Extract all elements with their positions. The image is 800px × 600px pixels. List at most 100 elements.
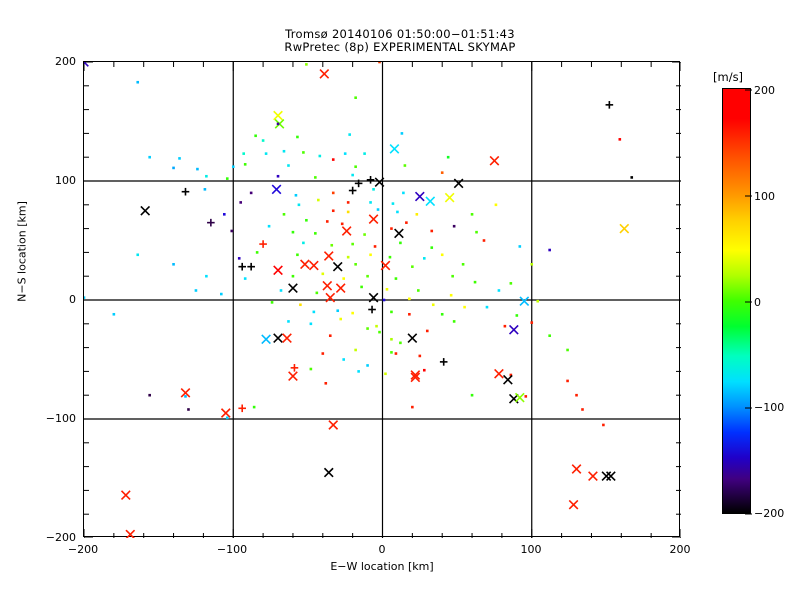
scatter-point: [205, 274, 208, 278]
scatter-point: [314, 232, 317, 235]
scatter-point: [351, 173, 354, 177]
scatter-point: [368, 214, 379, 224]
scatter-point: [276, 174, 280, 178]
x-axis-label: E−W location [km]: [330, 560, 434, 573]
scatter-point: [548, 334, 551, 337]
scatter-point: [243, 163, 247, 166]
scatter-point: [273, 110, 283, 121]
scatter-point: [530, 321, 534, 324]
scatter-point: [382, 298, 386, 302]
scatter-point: [451, 274, 454, 278]
scatter-point: [331, 191, 335, 195]
colorbar: [722, 88, 752, 515]
scatter-point: [503, 324, 507, 328]
scatter-point: [346, 210, 350, 214]
scatter-point: [440, 253, 444, 257]
scatter-point: [222, 213, 226, 216]
scatter-point: [431, 303, 435, 307]
y-axis-label: N−S location [km]: [15, 201, 29, 302]
scatter-point: [411, 265, 414, 268]
y-tick-label: −100: [45, 412, 76, 425]
scatter-point: [305, 218, 308, 222]
scatter-point: [230, 229, 234, 233]
scatter-point: [366, 364, 369, 367]
scatter-point: [366, 274, 369, 278]
scatter-point: [399, 241, 402, 245]
scatter-point: [302, 241, 305, 245]
scatter-point: [239, 201, 243, 204]
scatter-point: [207, 218, 215, 227]
scatter-point: [225, 416, 229, 420]
scatter-point: [494, 368, 504, 379]
scatter-point: [394, 277, 398, 280]
scatter-point: [408, 312, 411, 316]
scatter-point: [220, 292, 223, 296]
scatter-point: [602, 423, 605, 427]
plot-area: [83, 61, 681, 538]
scatter-point: [309, 322, 313, 326]
scatter-point: [461, 263, 465, 266]
scatter-point: [331, 209, 335, 213]
scatter-point: [357, 370, 360, 373]
scatter-point: [411, 405, 414, 409]
scatter-point: [452, 320, 456, 323]
scatter-point: [422, 368, 426, 372]
scatter-point: [172, 263, 175, 266]
scatter-point: [279, 289, 283, 292]
scatter-point: [518, 245, 522, 248]
scatter-point: [261, 139, 265, 142]
y-tick-label: −200: [45, 531, 76, 544]
scatter-point: [581, 408, 584, 411]
scatter-point: [339, 317, 343, 321]
scatter-point: [482, 239, 486, 242]
scatter-point: [363, 233, 366, 236]
scatter-point: [415, 213, 419, 216]
colorbar-tick-label: −200: [754, 507, 785, 520]
scatter-point: [430, 246, 434, 249]
y-tick-label: 200: [55, 55, 76, 68]
scatter-point: [408, 297, 411, 301]
scatter-point: [566, 348, 569, 352]
scatter-point: [288, 283, 298, 293]
scatter-point: [417, 289, 420, 292]
scatter-point: [571, 464, 582, 474]
scatter-point: [440, 171, 444, 174]
scatter-point: [566, 379, 569, 383]
scatter-point: [390, 310, 393, 314]
scatter-point: [323, 467, 334, 478]
scatter-point: [282, 333, 292, 343]
scatter-point: [444, 192, 455, 203]
scatter-point: [605, 101, 614, 109]
scatter-point: [446, 155, 450, 159]
scatter-point: [389, 144, 400, 154]
y-tick-label: 0: [69, 293, 76, 306]
chart-subtitle: RwPretec (8p) EXPERIMENTAL SKYMAP: [284, 40, 516, 54]
scatter-point: [342, 277, 345, 280]
scatter-point: [360, 285, 363, 289]
scatter-point: [314, 176, 317, 179]
scatter-point: [509, 373, 513, 377]
scatter-point: [405, 221, 408, 224]
scatter-point: [399, 341, 402, 345]
scatter-point: [400, 132, 404, 135]
scatter-point: [136, 253, 140, 257]
scatter-point: [331, 158, 335, 161]
colorbar-unit-label: [m/s]: [713, 70, 744, 84]
x-tick-label: 100: [520, 543, 542, 556]
scatter-point: [297, 203, 301, 207]
scatter-point: [449, 293, 453, 297]
scatter-point: [575, 393, 578, 397]
scatter-point: [414, 191, 425, 202]
scatter-point: [439, 358, 448, 366]
scatter-point: [422, 257, 426, 260]
scatter-point: [508, 324, 519, 335]
scatter-point: [514, 392, 525, 403]
x-tick-label: −200: [67, 543, 99, 556]
scatter-point: [410, 372, 421, 383]
scatter-point: [318, 154, 322, 158]
scatter-point: [125, 529, 136, 538]
scatter-point: [489, 155, 500, 166]
scatter-point: [378, 330, 381, 334]
scatter-point: [341, 226, 352, 236]
scatter-point: [453, 178, 464, 189]
